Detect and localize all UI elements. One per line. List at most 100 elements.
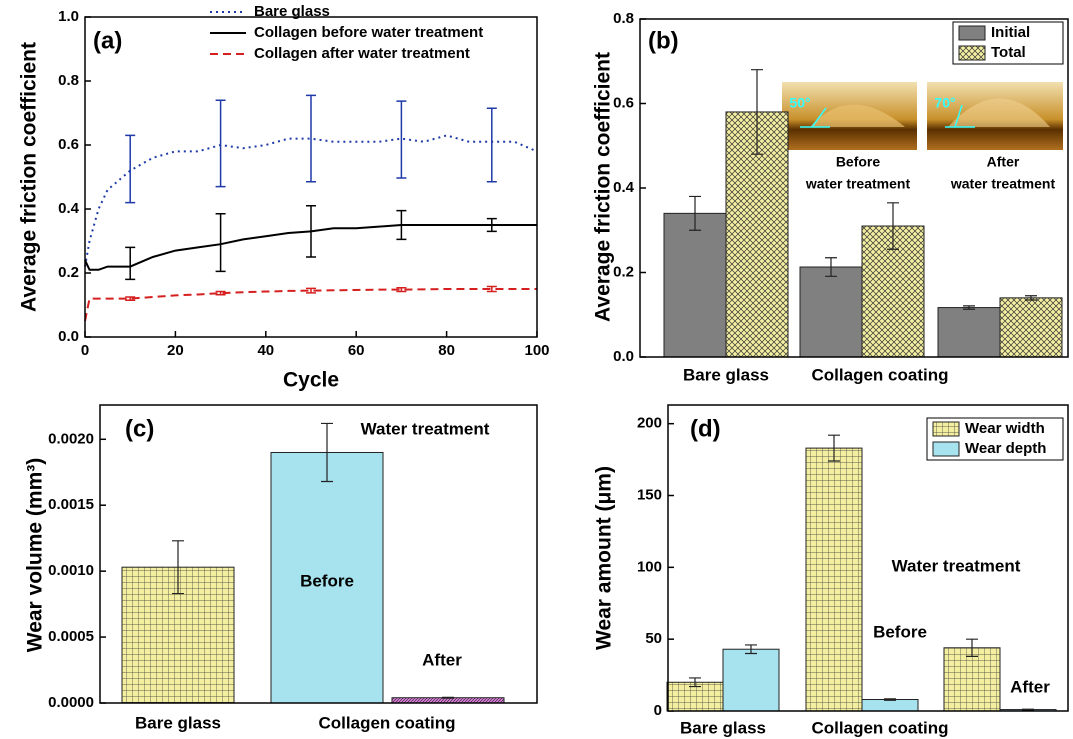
y-tick-label: 0: [654, 702, 662, 719]
error-bar: [125, 134, 136, 204]
error-bar: [306, 287, 316, 294]
legend-label: Total: [991, 44, 1026, 61]
annotation: Before: [300, 571, 354, 590]
error-bar: [172, 540, 184, 595]
y-axis-title: Average friction coefficient: [18, 42, 41, 312]
annotation: water treatment: [950, 176, 1056, 192]
y-tick-label: 0.0005: [48, 628, 94, 645]
error-bar: [963, 305, 975, 310]
error-bar: [1022, 708, 1034, 711]
plot-frame: [639, 18, 1069, 358]
bar: [663, 212, 727, 358]
x-tick-label: 80: [438, 342, 455, 359]
error-bar: [396, 286, 407, 293]
x-tick-label: 40: [257, 342, 274, 359]
y-axis-title: Wear volume (mm³): [24, 458, 47, 653]
legend-label: Wear width: [965, 420, 1045, 437]
error-bar: [1025, 295, 1037, 301]
line: [84, 224, 537, 271]
bar: [937, 307, 1001, 358]
error-bar: [751, 69, 763, 155]
error-bar: [486, 285, 497, 293]
x-tick-label: Collagen coating: [319, 713, 456, 732]
x-tick-label: Bare glass: [135, 713, 221, 732]
error-bar: [689, 195, 701, 231]
legend-swatch: [932, 421, 960, 437]
y-tick-label: 150: [637, 486, 662, 503]
y-tick-label: 0.4: [58, 200, 80, 217]
bar: [999, 297, 1063, 358]
x-tick-label: Bare glass: [680, 718, 766, 737]
error-bar: [442, 696, 454, 699]
annotation: Before: [836, 154, 881, 170]
plot-frame: [84, 16, 538, 338]
legend-label: Wear depth: [965, 440, 1046, 457]
annotation: Water treatment: [361, 419, 490, 438]
error-bar: [887, 202, 899, 250]
line: [84, 288, 537, 322]
panel-label: (d): [690, 415, 721, 442]
error-bar: [828, 434, 840, 462]
y-tick-label: 0.0015: [48, 496, 94, 513]
y-tick-label: 0.6: [613, 94, 634, 111]
x-tick-label: Collagen coating: [812, 365, 949, 384]
y-tick-label: 0.0010: [48, 562, 94, 579]
error-bar: [125, 246, 136, 281]
legend-swatch: [958, 25, 986, 41]
error-bar: [125, 296, 136, 301]
y-tick-label: 0.0020: [48, 430, 94, 447]
legend-label: Bare glass: [254, 3, 330, 20]
error-bar: [306, 94, 316, 183]
x-axis-title: Cycle: [283, 369, 339, 392]
y-tick-label: 0.2: [58, 264, 79, 281]
x-tick-label: Bare glass: [683, 365, 769, 384]
x-tick-label: 0: [81, 342, 89, 359]
bar: [270, 451, 384, 704]
panel-label: (b): [648, 27, 679, 54]
error-bar: [215, 99, 226, 188]
y-tick-label: 0.2: [613, 263, 634, 280]
x-tick-label: 60: [348, 342, 365, 359]
legend-label: Collagen after water treatment: [254, 45, 470, 62]
error-bar: [396, 100, 407, 179]
annotation: After: [1010, 677, 1050, 696]
y-axis-title: Wear amount (μm): [593, 466, 616, 650]
legend-label: Collagen before water treatment: [254, 24, 483, 41]
x-tick-label: Collagen coating: [812, 718, 949, 737]
y-tick-label: 1.0: [58, 8, 79, 25]
annotation: Before: [873, 622, 927, 641]
annotation: water treatment: [805, 176, 911, 192]
error-bar: [884, 698, 896, 701]
panel-label: (a): [93, 27, 122, 54]
annotation: Water treatment: [892, 556, 1021, 575]
error-bar: [486, 107, 497, 183]
error-bar: [689, 677, 701, 688]
bar: [943, 647, 1001, 712]
y-tick-label: 0.4: [613, 179, 635, 196]
plot-frame: [667, 404, 1069, 712]
x-tick-label: 20: [167, 342, 184, 359]
error-bar: [215, 290, 226, 296]
y-tick-label: 0.0: [613, 348, 634, 365]
y-tick-label: 0.8: [613, 10, 634, 27]
y-tick-label: 100: [637, 558, 662, 575]
inset-photo: [782, 82, 1063, 150]
legend-swatch: [958, 45, 986, 61]
bar: [861, 699, 919, 712]
y-axis-title: Average friction coefficient: [592, 52, 615, 322]
x-tick-label: 100: [524, 342, 549, 359]
legend-swatch: [932, 441, 960, 457]
error-bar: [486, 217, 497, 233]
bar: [722, 648, 780, 712]
y-tick-label: 0.6: [58, 136, 79, 153]
y-tick-label: 0.0000: [48, 694, 94, 711]
error-bar: [966, 638, 978, 658]
panel-label: (c): [125, 415, 154, 442]
annotation: 50°: [789, 95, 810, 111]
error-bar: [321, 422, 333, 483]
bar: [799, 266, 863, 358]
y-tick-label: 0.0: [58, 328, 79, 345]
plot-frame: [99, 404, 538, 704]
y-tick-label: 200: [637, 415, 662, 432]
